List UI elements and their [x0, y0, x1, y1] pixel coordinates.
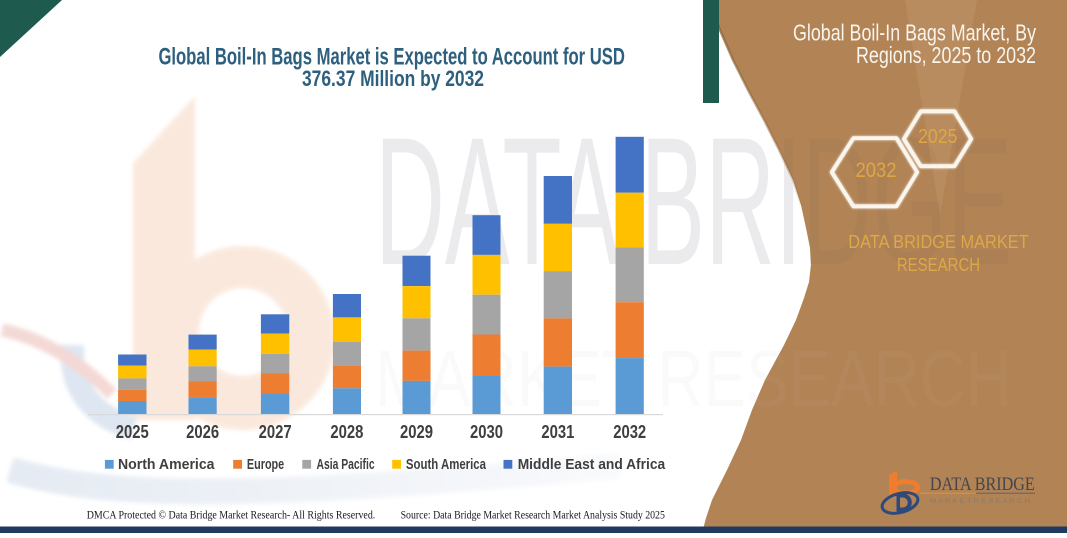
svg-text:DMCA Protected © Data Bridge M: DMCA Protected © Data Bridge Market Rese…: [87, 510, 376, 522]
svg-text:Global Boil-In Bags Market is: Global Boil-In Bags Market is Expected t…: [158, 44, 625, 71]
svg-text:M A R K E T R E S E A R C H: M A R K E T R E S E A R C H: [930, 498, 1030, 505]
svg-text:2028: 2028: [330, 422, 363, 442]
svg-text:2025: 2025: [918, 126, 957, 148]
svg-text:South America: South America: [406, 456, 487, 473]
svg-text:2029: 2029: [400, 422, 433, 442]
svg-text:2027: 2027: [259, 422, 292, 442]
svg-text:2032: 2032: [613, 422, 646, 442]
svg-text:Source: Data Bridge Market Res: Source: Data Bridge Market Research Mark…: [401, 510, 666, 522]
svg-text:376.37 Million by 2032: 376.37 Million by 2032: [302, 66, 484, 91]
svg-text:DATA BRIDGE: DATA BRIDGE: [930, 475, 1035, 495]
svg-text:Asia Pacific: Asia Pacific: [317, 456, 375, 473]
svg-text:DATA BRIDGE MARKET: DATA BRIDGE MARKET: [848, 232, 1029, 252]
svg-text:Global Boil-In Bags Market, By: Global Boil-In Bags Market, By: [793, 19, 1036, 45]
svg-text:Middle East and Africa: Middle East and Africa: [518, 456, 666, 473]
svg-text:2030: 2030: [470, 422, 503, 442]
svg-text:2025: 2025: [116, 422, 149, 442]
svg-text:RESEARCH: RESEARCH: [897, 255, 980, 275]
svg-text:Europe: Europe: [247, 456, 284, 473]
svg-text:Regions, 2025 to 2032: Regions, 2025 to 2032: [856, 42, 1036, 68]
svg-text:2031: 2031: [541, 422, 574, 442]
svg-text:North America: North America: [118, 456, 215, 473]
svg-text:2026: 2026: [186, 422, 219, 442]
svg-text:2032: 2032: [856, 159, 897, 182]
